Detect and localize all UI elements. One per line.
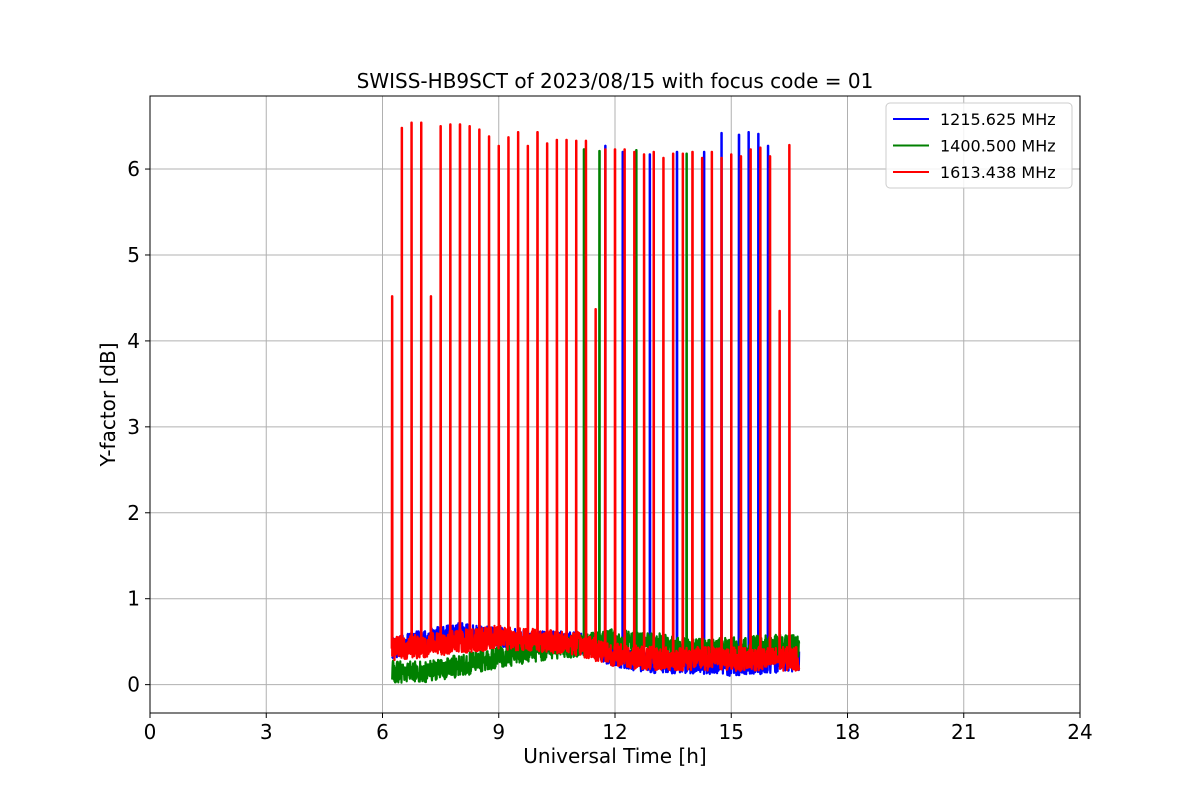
legend-label-2: 1400.500 MHz xyxy=(940,137,1056,156)
y-tick-label: 3 xyxy=(127,415,140,439)
x-tick-label: 24 xyxy=(1067,720,1092,744)
y-tick-label: 4 xyxy=(127,329,140,353)
x-tick-label: 0 xyxy=(144,720,157,744)
legend-box xyxy=(885,102,1073,189)
legend: 1215.625 MHz 1400.500 MHz 1613.438 MHz xyxy=(885,102,1073,189)
x-tick-label: 6 xyxy=(376,720,389,744)
x-axis-label: Universal Time [h] xyxy=(523,744,706,768)
x-tick-label: 12 xyxy=(602,720,627,744)
y-tick-label: 1 xyxy=(127,587,140,611)
y-tick-label: 2 xyxy=(127,501,140,525)
y-tick-label: 6 xyxy=(127,157,140,181)
x-tick-label: 9 xyxy=(492,720,505,744)
chart-title: SWISS-HB9SCT of 2023/08/15 with focus co… xyxy=(357,69,874,93)
plot-series xyxy=(390,121,801,684)
y-tick-label: 0 xyxy=(127,673,140,697)
x-tick-label: 18 xyxy=(835,720,860,744)
y-tick-label: 5 xyxy=(127,243,140,267)
legend-label-1: 1215.625 MHz xyxy=(940,110,1056,129)
x-tick-label: 15 xyxy=(719,720,744,744)
series-line-3 xyxy=(390,121,801,672)
legend-label-3: 1613.438 MHz xyxy=(940,163,1056,182)
x-tick-label: 3 xyxy=(260,720,273,744)
y-axis-label: Y-factor [dB] xyxy=(96,342,120,467)
x-tick-label: 21 xyxy=(951,720,976,744)
